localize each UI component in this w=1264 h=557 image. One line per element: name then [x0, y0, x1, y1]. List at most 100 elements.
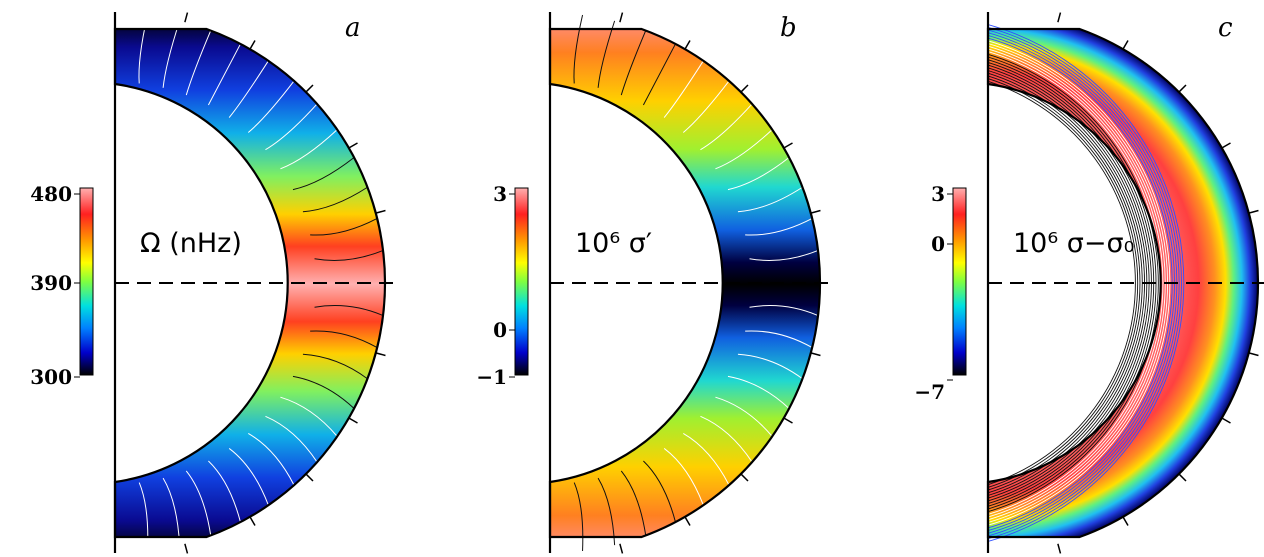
latitude-tick: [375, 209, 386, 214]
latitude-tick: [348, 142, 358, 149]
latitude-tick: [684, 516, 691, 526]
contour: [727, 375, 790, 409]
colorbar-tick-label: −1: [476, 365, 507, 389]
contour: [737, 353, 803, 380]
contour: [573, 482, 584, 552]
colorbar-tick-label: 3: [931, 182, 945, 206]
contour: [745, 330, 813, 349]
colorbar: [952, 187, 967, 376]
latitude-tick: [1248, 352, 1259, 357]
contour: [280, 129, 338, 170]
contour: [228, 60, 269, 118]
contour: [620, 30, 647, 96]
latitude-tick: [1178, 84, 1187, 93]
latitude-tick: [740, 84, 749, 93]
contour-lines: [138, 14, 384, 552]
contour: [987, 48, 1164, 518]
contour: [715, 129, 773, 170]
colorbar: [79, 187, 94, 376]
latitude-tick: [249, 516, 256, 526]
latitude-tick: [783, 142, 793, 149]
contour: [228, 448, 269, 506]
quantity-label: 10⁶ σ′: [575, 228, 652, 259]
latitude-tick: [684, 40, 691, 50]
contour: [280, 396, 338, 437]
contour: [314, 249, 384, 261]
colorbar-tick-label: 0: [493, 318, 507, 342]
contour: [208, 460, 241, 523]
latitude-tick: [740, 473, 749, 482]
contour: [987, 53, 1159, 513]
contour: [737, 186, 803, 213]
contour: [682, 80, 730, 133]
contour: [683, 433, 730, 486]
latitude-tick: [184, 543, 189, 554]
contour: [248, 433, 295, 486]
contour: [573, 14, 584, 84]
contour: [292, 375, 355, 409]
contour: [987, 26, 1182, 540]
contour: [138, 482, 149, 552]
contour: [749, 249, 819, 261]
contour: [207, 43, 241, 106]
latitude-tick: [1057, 543, 1062, 554]
contour: [247, 80, 295, 133]
colorbar-tick-label: 480: [30, 182, 72, 206]
panel-c: 3 0 −7 10⁶ σ−σ₀ c: [914, 12, 1264, 554]
contour: [745, 217, 813, 236]
colorbar-tick-label: 3: [493, 182, 507, 206]
contour: [185, 470, 212, 536]
contour: [663, 60, 704, 118]
panel-b: 3 0 −1 10⁶ σ′ b: [476, 12, 828, 554]
contour: [700, 415, 753, 463]
quantity-label: 10⁶ σ−σ₀: [1013, 228, 1134, 259]
latitude-tick: [783, 417, 793, 424]
contour: [749, 305, 819, 317]
contour: [663, 448, 704, 506]
contour: [265, 415, 318, 463]
contour: [715, 396, 773, 437]
shell-fill: [550, 29, 820, 537]
latitude-tick: [810, 352, 821, 357]
colorbar-tick-label: 300: [30, 365, 72, 389]
contour: [987, 29, 1180, 537]
contour: [643, 460, 676, 523]
contour: [138, 14, 149, 84]
latitude-tick: [1221, 142, 1231, 149]
latitude-tick: [305, 84, 314, 93]
contour: [642, 43, 676, 106]
panel-a: 480 390 300 Ω (nHz) a: [30, 12, 393, 554]
panel-letter: a: [345, 13, 361, 43]
contour-lines: [573, 14, 819, 552]
contour: [314, 305, 384, 317]
contour: [310, 217, 378, 236]
latitude-tick: [1248, 209, 1259, 214]
contour: [302, 353, 368, 380]
contour: [620, 470, 647, 536]
latitude-tick: [375, 352, 386, 357]
latitude-tick: [184, 12, 189, 23]
latitude-tick: [1057, 12, 1062, 23]
panel-letter: b: [780, 13, 797, 43]
colorbar-tick-label: 390: [30, 271, 72, 295]
contour: [987, 24, 1185, 542]
latitude-tick: [619, 12, 624, 23]
latitude-tick: [249, 40, 256, 50]
contour: [727, 157, 790, 191]
contour: [265, 103, 318, 151]
latitude-tick: [1122, 40, 1129, 50]
quantity-label: Ω (nHz): [140, 228, 242, 259]
contour: [302, 186, 368, 213]
latitude-tick: [1122, 516, 1129, 526]
contour: [310, 330, 378, 349]
shell-fill: [988, 29, 1258, 537]
contour: [987, 78, 1139, 488]
latitude-tick: [1178, 473, 1187, 482]
contour: [292, 157, 355, 191]
latitude-tick: [810, 209, 821, 214]
colorbar: [514, 187, 529, 376]
contour: [987, 56, 1157, 510]
colorbar-tick-label: −7: [914, 380, 945, 404]
contour: [987, 80, 1136, 486]
